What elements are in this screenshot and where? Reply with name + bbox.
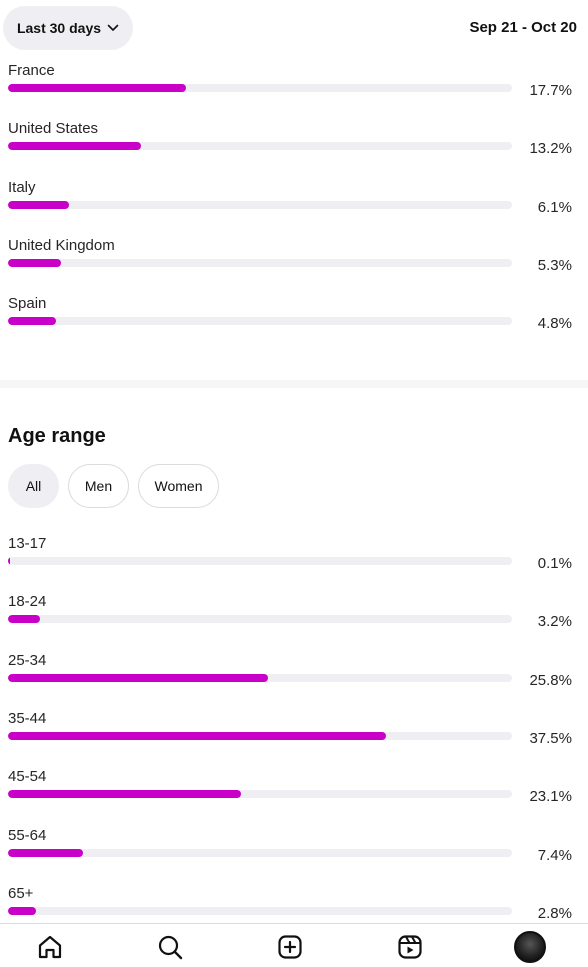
age-row: 25-34 25.8% — [8, 652, 576, 702]
age-percent: 7.4% — [537, 847, 572, 864]
progress-track — [8, 615, 512, 623]
age-label: 25-34 — [8, 652, 47, 669]
progress-track — [8, 317, 512, 325]
progress-fill — [8, 674, 269, 682]
create-icon — [278, 935, 302, 959]
progress-track — [8, 557, 512, 565]
progress-track — [8, 849, 512, 857]
progress-track — [8, 790, 512, 798]
progress-fill — [8, 790, 241, 798]
progress-track — [8, 201, 512, 209]
age-percent: 37.5% — [529, 730, 572, 747]
progress-fill — [8, 732, 386, 740]
age-label: 45-54 — [8, 768, 47, 785]
age-label: 55-64 — [8, 827, 47, 844]
age-percent: 3.2% — [537, 613, 572, 630]
progress-fill — [8, 259, 62, 267]
country-percent: 5.3% — [537, 257, 572, 274]
date-range-dropdown-label: Last 30 days — [16, 20, 102, 36]
filter-men-chip[interactable]: Men — [68, 464, 129, 508]
progress-track — [8, 674, 512, 682]
progress-track — [8, 907, 512, 915]
progress-fill — [8, 201, 70, 209]
chevron-down-icon — [107, 24, 119, 31]
gender-filter-group: All Men Women — [8, 464, 219, 510]
reels-icon — [398, 935, 422, 959]
country-row: United States 13.2% — [8, 120, 576, 170]
country-percent: 4.8% — [537, 315, 572, 332]
search-icon — [158, 935, 183, 960]
age-label: 18-24 — [8, 593, 47, 610]
progress-fill — [8, 84, 187, 92]
country-row: Spain 4.8% — [8, 295, 576, 345]
progress-fill — [8, 849, 83, 857]
country-label: United States — [8, 120, 99, 137]
progress-fill — [8, 557, 10, 565]
filter-all-chip[interactable]: All — [8, 464, 59, 508]
age-range-title: Age range — [8, 425, 106, 447]
progress-fill — [8, 317, 57, 325]
date-range-dropdown[interactable]: Last 30 days — [3, 6, 133, 50]
age-row: 45-54 23.1% — [8, 768, 576, 818]
progress-fill — [8, 142, 142, 150]
country-percent: 6.1% — [537, 199, 572, 216]
create-tab[interactable] — [275, 932, 305, 962]
progress-fill — [8, 907, 37, 915]
country-label: United Kingdom — [8, 237, 115, 254]
age-label: 35-44 — [8, 710, 47, 727]
age-row: 18-24 3.2% — [8, 593, 576, 643]
country-row: France 17.7% — [8, 62, 576, 112]
age-percent: 25.8% — [529, 672, 572, 689]
age-row: 65+ 2.8% — [8, 885, 576, 935]
profile-avatar — [514, 931, 546, 963]
progress-track — [8, 142, 512, 150]
country-row: Italy 6.1% — [8, 179, 576, 229]
age-label: 65+ — [8, 885, 34, 902]
progress-fill — [8, 615, 41, 623]
country-row: United Kingdom 5.3% — [8, 237, 576, 287]
age-percent: 23.1% — [529, 788, 572, 805]
profile-tab[interactable] — [513, 930, 547, 964]
reels-tab[interactable] — [395, 932, 425, 962]
age-row: 55-64 7.4% — [8, 827, 576, 877]
home-icon — [38, 935, 62, 959]
search-tab[interactable] — [155, 932, 185, 962]
age-row: 13-17 0.1% — [8, 535, 576, 585]
filter-women-chip[interactable]: Women — [138, 464, 219, 508]
bottom-tab-bar — [0, 923, 588, 967]
age-row: 35-44 37.5% — [8, 710, 576, 760]
home-tab[interactable] — [35, 932, 65, 962]
progress-track — [8, 84, 512, 92]
section-divider — [0, 380, 588, 388]
country-label: Spain — [8, 295, 47, 312]
progress-track — [8, 732, 512, 740]
country-percent: 13.2% — [529, 140, 572, 157]
age-label: 13-17 — [8, 535, 47, 552]
country-label: France — [8, 62, 55, 79]
progress-track — [8, 259, 512, 267]
country-percent: 17.7% — [529, 82, 572, 99]
age-percent: 2.8% — [537, 905, 572, 922]
header: Last 30 days Sep 21 - Oct 20 — [0, 0, 588, 62]
date-range-text: Sep 21 - Oct 20 — [469, 19, 577, 36]
country-label: Italy — [8, 179, 36, 196]
age-percent: 0.1% — [537, 555, 572, 572]
